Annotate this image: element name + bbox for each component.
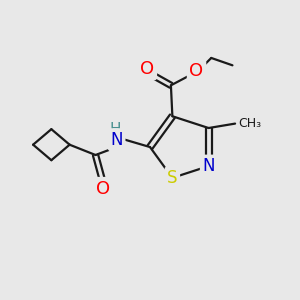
Text: N: N xyxy=(202,157,215,175)
Text: O: O xyxy=(190,62,204,80)
Text: CH₃: CH₃ xyxy=(238,117,261,130)
Text: O: O xyxy=(96,180,110,198)
Text: O: O xyxy=(140,60,154,78)
Text: N: N xyxy=(110,131,123,149)
Text: H: H xyxy=(110,122,121,137)
Text: S: S xyxy=(167,169,178,187)
